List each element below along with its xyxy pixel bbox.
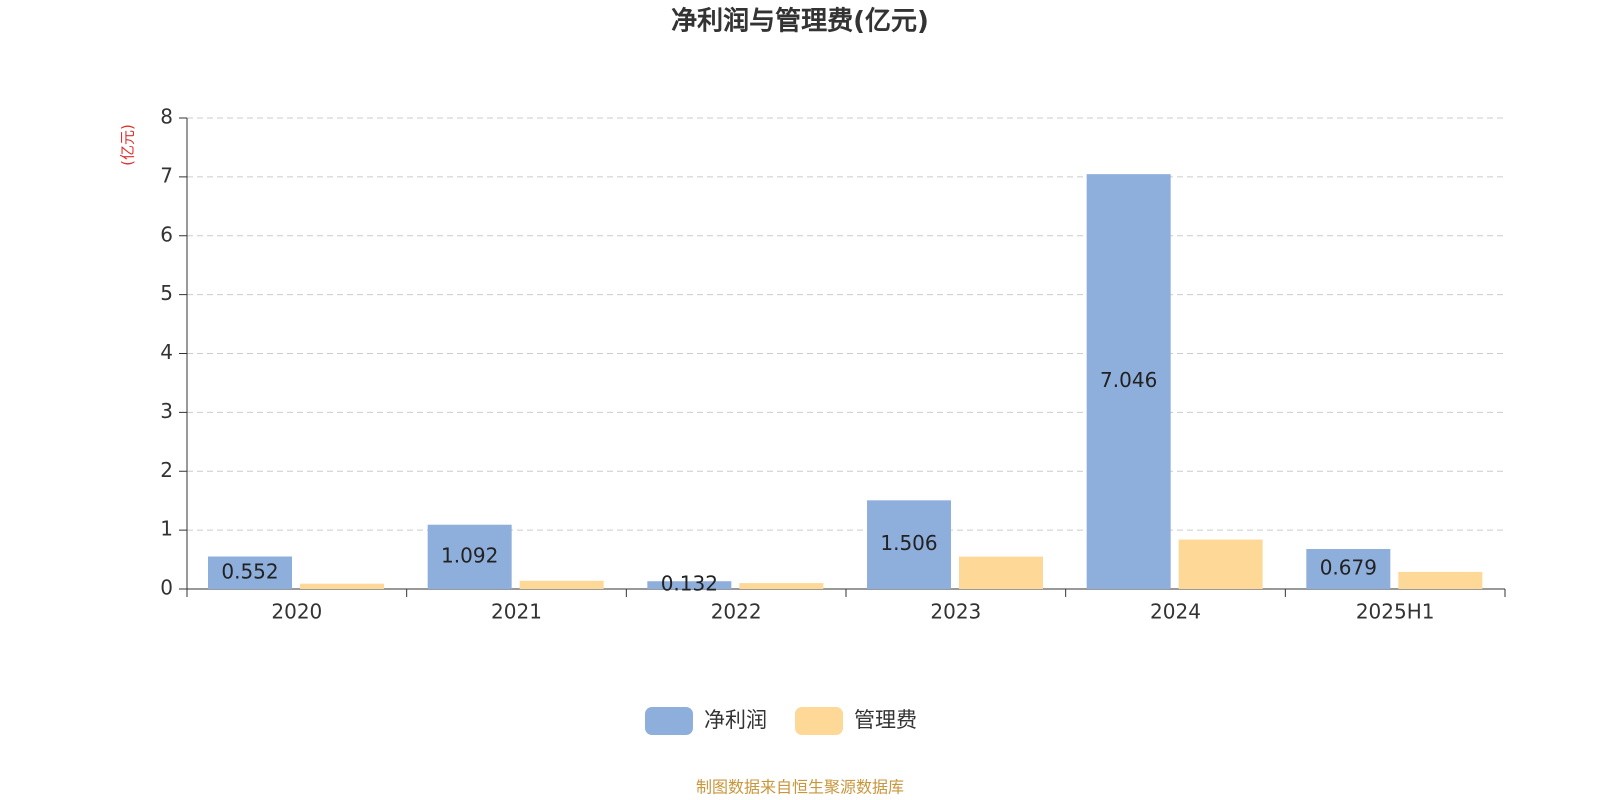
bar — [959, 556, 1043, 589]
y-tick-label: 1 — [160, 517, 173, 541]
bar — [427, 524, 512, 589]
bar — [1086, 174, 1171, 589]
y-tick-label: 2 — [160, 458, 173, 482]
legend-swatch — [645, 707, 693, 735]
y-tick-label: 0 — [160, 576, 173, 600]
legend-label: 净利润 — [704, 708, 767, 732]
legend-swatch — [795, 707, 843, 735]
source: 制图数据来自恒生聚源数据库 — [696, 778, 904, 797]
bar — [1306, 549, 1391, 589]
data-label: 1.506 — [880, 531, 937, 555]
bar — [647, 581, 732, 589]
y-tick-label: 6 — [160, 222, 173, 246]
x-tick-label: 2021 — [491, 600, 542, 624]
y-tick-label: 3 — [160, 399, 173, 423]
bar — [867, 500, 951, 589]
bar — [519, 580, 604, 589]
bar — [208, 556, 292, 589]
chart-title: 净利润与管理费(亿元) — [671, 6, 929, 37]
data-label: 7.046 — [1100, 368, 1157, 392]
y-tick-label: 4 — [160, 340, 173, 364]
y-axis-label: (亿元) — [119, 124, 137, 166]
bar — [300, 583, 384, 589]
data-label: 0.552 — [221, 559, 278, 583]
legend-label: 管理费 — [854, 708, 917, 732]
data-label: 1.092 — [441, 543, 498, 567]
x-tick-label: 2022 — [711, 600, 762, 624]
x-tick-label: 2024 — [1150, 600, 1201, 624]
x-tick-label: 2025H1 — [1356, 600, 1435, 624]
data-label: 0.679 — [1320, 556, 1377, 580]
bar — [1178, 539, 1263, 589]
bar — [1398, 571, 1483, 589]
bar — [739, 583, 824, 589]
y-tick-label: 8 — [160, 105, 173, 129]
x-tick-label: 2023 — [930, 600, 981, 624]
x-tick-label: 2020 — [271, 600, 322, 624]
y-tick-label: 5 — [160, 281, 173, 305]
data-label: 0.132 — [661, 572, 718, 596]
y-tick-label: 7 — [160, 163, 173, 187]
